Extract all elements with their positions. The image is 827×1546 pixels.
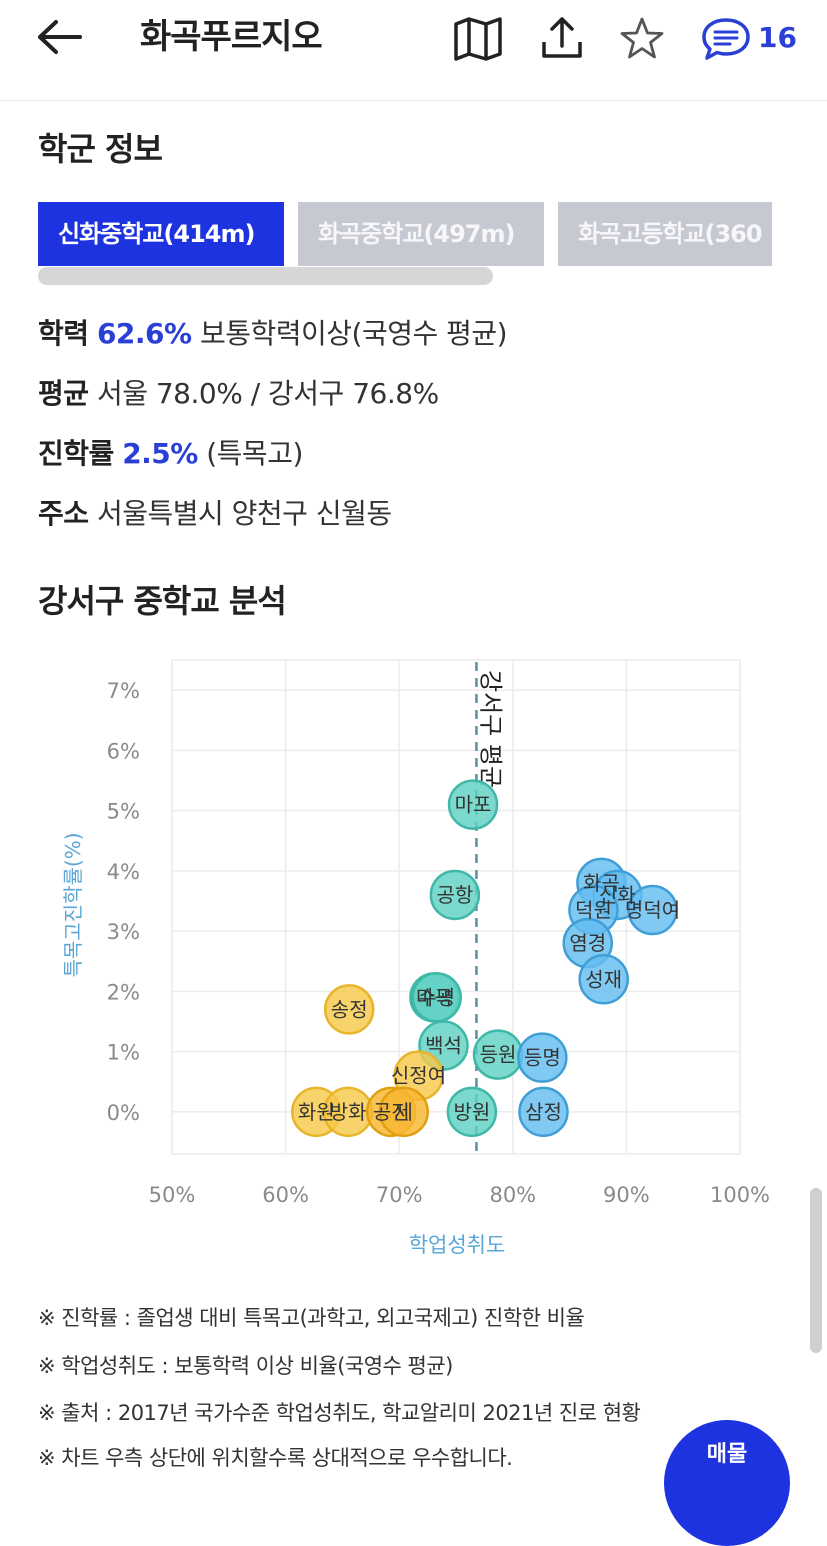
x-tick-label: 50%: [149, 1183, 196, 1207]
section-title: 학군 정보: [38, 130, 163, 168]
star-icon[interactable]: [616, 14, 668, 64]
data-point-label: 등명: [524, 1046, 561, 1070]
x-tick-label: 90%: [603, 1183, 650, 1207]
achievement-value: 62.6%: [96, 317, 192, 350]
app-header: 화곡푸르지오 16: [0, 0, 827, 101]
x-tick-label: 70%: [376, 1183, 423, 1207]
tab-school-3[interactable]: 화곡고등학교(360: [558, 202, 772, 266]
data-point-label: 공진: [373, 1100, 410, 1124]
data-point[interactable]: [429, 869, 481, 921]
y-tick-label: 3%: [107, 920, 140, 944]
achievement-suffix: 보통학력이상(국영수 평균): [199, 317, 508, 350]
y-axis-label: 특목고진학률(%): [61, 832, 85, 977]
info-address: 주소 서울특별시 양천구 신월동: [38, 492, 392, 532]
info-label: 진학률: [38, 437, 114, 470]
listings-fab-button[interactable]: 매물: [664, 1420, 790, 1546]
data-point-label: 염경: [569, 931, 606, 955]
info-achievement: 학력 62.6% 보통학력이상(국영수 평균): [38, 312, 508, 352]
tab-school-2[interactable]: 화곡중학교(497m): [298, 202, 544, 266]
back-arrow-icon[interactable]: [36, 14, 86, 60]
data-point-label: 공항: [436, 883, 473, 907]
x-tick-label: 100%: [710, 1183, 770, 1207]
data-point[interactable]: [378, 1086, 429, 1138]
advancement-value: 2.5%: [122, 437, 198, 470]
x-axis-label: 학업성취도: [409, 1233, 506, 1257]
data-point-label: 성재: [585, 967, 622, 991]
data-point[interactable]: [518, 1086, 569, 1138]
x-tick-label: 80%: [489, 1183, 536, 1207]
note-2: ※ 학업성취도 : 보통학력 이상 비율(국영수 평균): [38, 1354, 453, 1378]
page-title: 화곡푸르지오: [140, 17, 323, 57]
y-tick-label: 4%: [107, 860, 140, 884]
address-value: 서울특별시 양천구 신월동: [96, 497, 392, 530]
tabs-scrollbar[interactable]: [38, 267, 493, 285]
data-point[interactable]: [627, 884, 678, 936]
comment-count[interactable]: 16: [758, 21, 797, 54]
reference-line-label: 강서구 평균: [476, 670, 504, 788]
data-point-label: 백석: [425, 1034, 462, 1058]
data-point[interactable]: [517, 1032, 568, 1083]
chart-axes: 0% 1% 2% 3% 4% 5% 6% 7% 50% 60% 70% 80% 90% 100%: [107, 679, 770, 1207]
data-point[interactable]: [578, 954, 629, 1005]
scatter-chart: 0% 1% 2% 3% 4% 5% 6% 7% 50% 60% 70% 80% 90% 100% 강서구 …: [61, 659, 770, 1257]
data-point-label: 덕원: [575, 898, 612, 922]
data-point-label: 신화: [599, 883, 636, 907]
data-point-label: 화곡: [583, 871, 620, 895]
chat-icon[interactable]: [700, 14, 752, 64]
note-1: ※ 진학률 : 졸업생 대비 특목고(과학고, 외고국제고) 진학한 비율: [38, 1306, 585, 1330]
school-tabs: 신화중학교(414m) 화곡중학교(497m) 화곡고등학교(360: [38, 202, 827, 266]
data-point-label: 방화: [330, 1100, 367, 1124]
y-tick-label: 1%: [107, 1041, 140, 1065]
data-point-label: 방원: [453, 1100, 490, 1124]
data-point-label: 송정: [331, 997, 368, 1021]
data-point-label: 등원: [480, 1043, 517, 1067]
info-average: 평균 서울 78.0% / 강서구 76.8%: [38, 372, 439, 412]
data-point-label: 명덕여: [625, 898, 680, 922]
data-point-label: 신정여: [391, 1064, 446, 1088]
data-point-label: 마곡: [416, 985, 453, 1009]
data-point[interactable]: [323, 984, 375, 1035]
x-tick-label: 60%: [262, 1183, 309, 1207]
y-tick-label: 7%: [107, 679, 140, 703]
analysis-title: 강서구 중학교 분석: [38, 582, 287, 620]
info-label: 주소: [38, 497, 89, 530]
average-value: 서울 78.0% / 강서구 76.8%: [96, 377, 439, 410]
data-point-label: 삼정: [525, 1100, 562, 1124]
share-icon[interactable]: [536, 14, 588, 64]
data-point-label: 세: [395, 1100, 413, 1124]
y-tick-label: 5%: [107, 800, 140, 824]
info-label: 평균: [38, 377, 89, 410]
y-tick-label: 0%: [107, 1101, 140, 1125]
advancement-suffix: (특목고): [206, 437, 303, 470]
data-point[interactable]: [446, 1086, 498, 1138]
y-tick-label: 2%: [107, 980, 140, 1004]
y-tick-label: 6%: [107, 739, 140, 763]
data-point[interactable]: [447, 779, 499, 830]
data-point-label: 수명: [418, 985, 455, 1009]
data-point-label: 화원: [298, 1100, 335, 1124]
map-icon[interactable]: [452, 14, 504, 64]
tab-school-1[interactable]: 신화중학교(414m): [38, 202, 284, 266]
info-advancement: 진학률 2.5% (특목고): [38, 432, 303, 472]
reference-line-group: 강서구 평균: [475, 662, 504, 1156]
note-3: ※ 출처 : 2017년 국가수준 학업성취도, 학교알리미 2021년 진로 …: [38, 1401, 641, 1425]
page-scrollbar[interactable]: [810, 1188, 822, 1353]
note-4: ※ 차트 우측 상단에 위치할수록 상대적으로 우수합니다.: [38, 1446, 513, 1470]
data-point-label: 마포: [455, 793, 492, 817]
info-label: 학력: [38, 317, 89, 350]
